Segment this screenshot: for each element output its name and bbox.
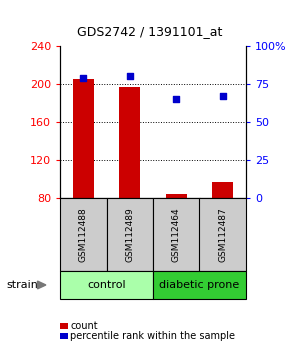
Bar: [73, 79, 94, 198]
Text: strain: strain: [6, 280, 38, 290]
Text: diabetic prone: diabetic prone: [159, 280, 240, 290]
Point: [174, 96, 178, 102]
Point: [81, 75, 86, 81]
Text: count: count: [70, 321, 98, 331]
Bar: [166, 194, 187, 198]
Point: [220, 93, 225, 99]
Text: GSM112489: GSM112489: [125, 207, 134, 262]
Bar: [119, 87, 140, 198]
Text: GSM112488: GSM112488: [79, 207, 88, 262]
Text: control: control: [87, 280, 126, 290]
Text: GDS2742 / 1391101_at: GDS2742 / 1391101_at: [77, 25, 223, 38]
Bar: [212, 182, 233, 198]
Text: percentile rank within the sample: percentile rank within the sample: [70, 331, 236, 341]
Text: GSM112464: GSM112464: [172, 207, 181, 262]
Point: [128, 74, 132, 79]
Text: GSM112487: GSM112487: [218, 207, 227, 262]
